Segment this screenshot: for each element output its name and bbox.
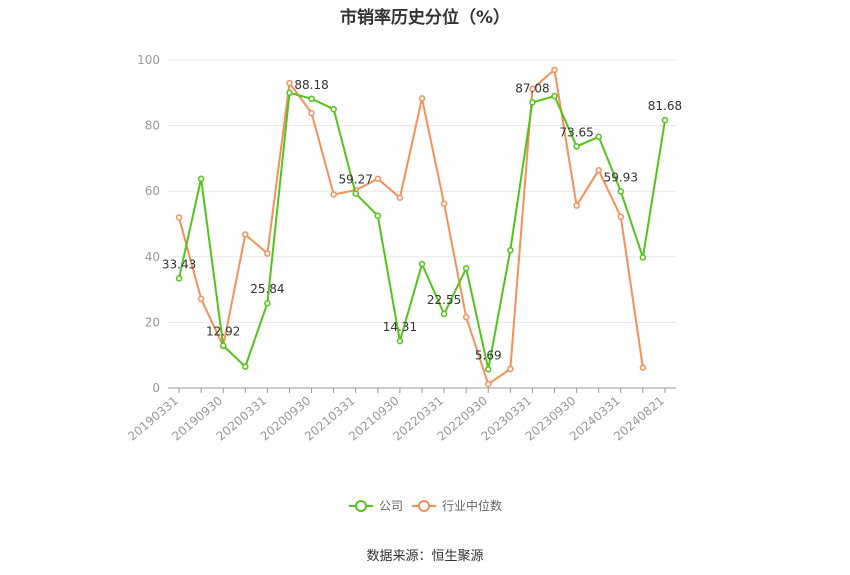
y-tick-label: 60 <box>145 184 160 198</box>
data-point <box>308 109 315 117</box>
data-point <box>286 89 293 97</box>
data-point <box>529 85 536 93</box>
data-point <box>286 79 293 87</box>
data-point <box>661 116 669 124</box>
data-label: 33.43 <box>162 257 196 271</box>
data-point <box>374 212 382 220</box>
data-point <box>330 191 337 198</box>
data-point <box>352 190 359 197</box>
data-label: 22.55 <box>427 293 461 307</box>
y-tick-label: 100 <box>137 53 160 67</box>
data-point <box>440 310 448 318</box>
legend-marker <box>355 500 367 512</box>
data-point <box>330 105 337 113</box>
data-point <box>440 200 448 207</box>
data-point <box>595 166 602 174</box>
data-label: 73.65 <box>559 125 593 139</box>
data-point <box>551 92 558 100</box>
data-point <box>573 143 580 150</box>
data-point <box>485 366 492 373</box>
data-label: 12.92 <box>206 325 240 339</box>
data-label: 87.08 <box>515 81 549 95</box>
data-point <box>507 246 514 254</box>
data-point <box>242 363 249 370</box>
data-point <box>551 66 558 74</box>
data-point <box>219 342 227 349</box>
data-point <box>485 380 492 388</box>
data-point <box>396 337 404 345</box>
data-label: 5.69 <box>475 348 502 362</box>
data-point <box>639 254 647 261</box>
series-line-1 <box>178 68 644 386</box>
data-point <box>507 365 514 373</box>
data-point <box>529 99 536 106</box>
data-point <box>639 364 647 371</box>
data-point <box>462 265 470 272</box>
data-point <box>396 194 404 202</box>
data-point <box>308 95 315 103</box>
data-point <box>175 275 183 282</box>
data-point <box>197 175 205 182</box>
data-label: 81.68 <box>648 99 682 113</box>
data-point <box>573 202 580 209</box>
data-label: 14.31 <box>383 320 417 334</box>
data-label: 25.84 <box>250 282 284 296</box>
data-label: 88.18 <box>294 78 328 92</box>
data-point <box>595 133 602 141</box>
legend-label: 行业中位数 <box>442 498 502 513</box>
legend-label: 公司 <box>379 499 403 513</box>
y-tick-label: 0 <box>152 381 160 395</box>
data-point <box>617 213 625 221</box>
data-point <box>264 299 271 307</box>
data-point <box>264 250 271 257</box>
data-point <box>418 260 426 268</box>
y-tick-label: 20 <box>145 315 160 329</box>
y-tick-label: 40 <box>145 250 160 264</box>
y-tick-label: 80 <box>145 119 160 133</box>
data-point <box>175 214 183 221</box>
data-point <box>418 95 426 102</box>
data-point <box>374 175 382 182</box>
data-point <box>242 231 249 238</box>
data-point <box>462 313 470 321</box>
chart-title: 市销率历史分位（%） <box>339 8 511 28</box>
data-source-note: 数据来源：恒生聚源 <box>366 549 484 564</box>
data-label: 59.27 <box>339 173 373 187</box>
data-point <box>197 295 205 303</box>
data-label: 59.93 <box>604 170 638 184</box>
data-point <box>617 188 625 195</box>
legend-marker <box>418 500 430 512</box>
